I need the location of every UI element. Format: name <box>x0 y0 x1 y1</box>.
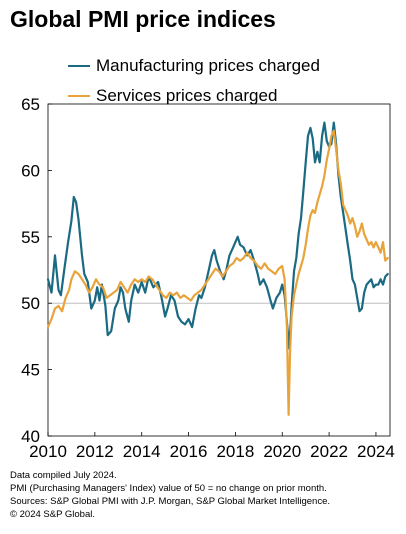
y-tick-label: 55 <box>21 228 40 247</box>
note-sources: Sources: S&P Global PMI with J.P. Morgan… <box>10 496 330 507</box>
x-tick-label: 2020 <box>263 442 301 461</box>
x-tick-label: 2014 <box>123 442 161 461</box>
series-line-manufacturing-prices-charged <box>46 121 389 350</box>
x-tick-label: 2010 <box>29 442 67 461</box>
y-tick-label: 60 <box>21 161 40 180</box>
legend-item-manufacturing: Manufacturing prices charged <box>68 51 320 81</box>
x-tick-label: 2012 <box>76 442 114 461</box>
legend-label-services: Services prices charged <box>96 86 278 105</box>
note-copyright: © 2024 S&P Global. <box>10 509 95 520</box>
x-tick-label: 2024 <box>357 442 395 461</box>
legend-swatch-manufacturing <box>68 65 90 67</box>
y-tick-label: 40 <box>21 427 40 446</box>
series-line-services-prices-charged <box>46 129 389 416</box>
x-tick-label: 2022 <box>310 442 348 461</box>
chart-title: Global PMI price indices <box>10 6 276 32</box>
x-tick-label: 2016 <box>170 442 208 461</box>
y-tick-label: 45 <box>21 361 40 380</box>
y-tick-label: 50 <box>21 294 40 313</box>
legend-label-manufacturing: Manufacturing prices charged <box>96 56 320 75</box>
note-compiled: Data compiled July 2024. <box>10 470 117 481</box>
x-tick-label: 2018 <box>216 442 254 461</box>
legend-item-services: Services prices charged <box>68 81 320 111</box>
y-tick-label: 65 <box>21 95 40 114</box>
note-definition: PMI (Purchasing Managers' Index) value o… <box>10 483 327 494</box>
chart-notes: Data compiled July 2024. PMI (Purchasing… <box>10 469 330 521</box>
plot-frame <box>47 103 391 437</box>
chart-legend: Manufacturing prices charged Services pr… <box>68 51 320 111</box>
legend-swatch-services <box>68 95 90 97</box>
